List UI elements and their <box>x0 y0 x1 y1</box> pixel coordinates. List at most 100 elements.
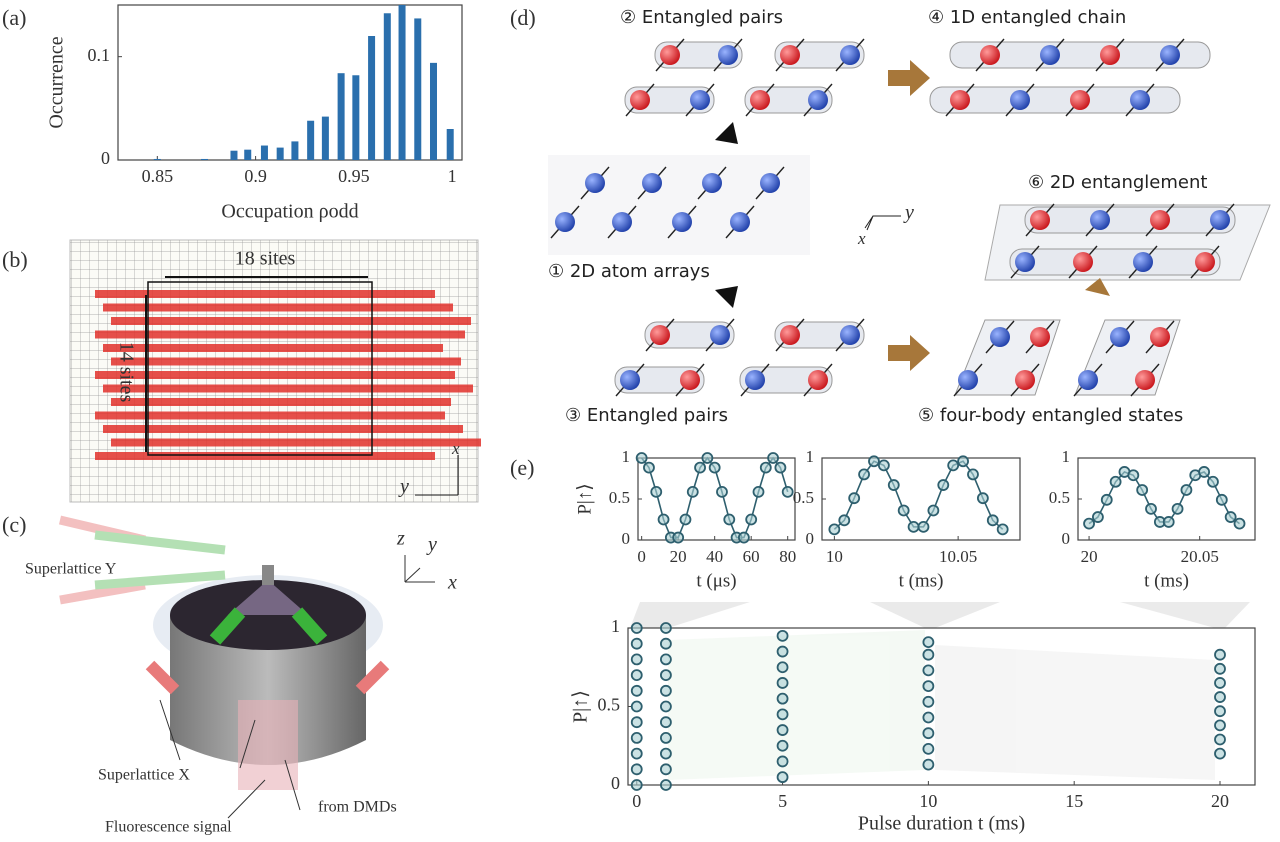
data-point <box>967 468 979 481</box>
width-label: 18 sites <box>235 248 296 270</box>
data-point <box>630 779 643 791</box>
blue-atom <box>745 370 765 390</box>
x-axis-label: t (μs) <box>696 570 736 591</box>
data-point <box>922 648 935 661</box>
red-atom <box>780 45 800 65</box>
y-tick-label: 1 <box>611 616 620 636</box>
panel-label: (a) <box>2 5 26 30</box>
data-point <box>868 455 880 468</box>
data-point <box>922 711 935 724</box>
bar <box>200 158 208 160</box>
data-point <box>776 629 789 642</box>
atom-stripe <box>111 438 481 447</box>
data-point <box>922 758 935 771</box>
y-axis-label: Occurrence <box>46 36 68 128</box>
blue-atom <box>730 212 750 232</box>
data-point <box>1162 516 1175 528</box>
bar <box>414 18 422 160</box>
data-point <box>776 692 789 705</box>
blue-atom <box>990 327 1010 347</box>
data-point <box>774 461 787 474</box>
data-point <box>1136 484 1149 496</box>
blue-atom <box>585 173 605 193</box>
data-point <box>630 622 643 634</box>
x-tick-label: 0.9 <box>244 166 267 186</box>
x-tick-label: 0.85 <box>142 166 174 186</box>
arrow <box>1085 278 1110 296</box>
bar <box>230 150 238 160</box>
x-tick-label: 20.05 <box>1181 547 1219 566</box>
red-atom <box>1070 90 1090 110</box>
axis-label: x <box>451 439 460 458</box>
data-point <box>1100 493 1113 506</box>
x-tick-label: 0 <box>637 547 646 566</box>
data-point <box>922 680 935 692</box>
data-point <box>630 684 643 697</box>
blue-atom <box>1160 45 1180 65</box>
atom-stripe <box>95 371 455 379</box>
bar <box>291 141 299 160</box>
axis-label: z <box>396 528 405 550</box>
red-atom <box>660 45 680 65</box>
blue-atom <box>1130 90 1150 110</box>
data-point <box>1215 493 1228 506</box>
data-point <box>947 459 960 472</box>
data-point <box>927 504 940 517</box>
y-tick-label: 0.5 <box>609 488 630 507</box>
red-atom <box>808 370 828 390</box>
atom-stripe <box>111 317 471 325</box>
data-point <box>1109 475 1122 488</box>
blue-atom <box>808 90 828 110</box>
x-tick-label: 20 <box>670 547 687 566</box>
data-point <box>759 461 772 474</box>
blue-atom <box>612 212 632 232</box>
blue-atom <box>840 325 860 345</box>
blue-atom <box>642 173 662 193</box>
blue-atom <box>1110 327 1130 347</box>
data-point <box>1198 466 1211 478</box>
blue-atom <box>555 212 575 232</box>
blue-atom <box>718 45 738 65</box>
data-point <box>694 461 706 474</box>
red-atom <box>650 325 670 345</box>
data-point <box>976 492 989 505</box>
x-tick-label: 20 <box>1211 791 1229 811</box>
blue-atom <box>1090 210 1110 230</box>
data-point <box>660 700 672 713</box>
x-axis-label: t (ms) <box>899 570 944 591</box>
y-tick-label: 0 <box>622 529 631 548</box>
data-point <box>630 747 643 760</box>
panel-label: (e) <box>510 455 534 480</box>
x-tick-label: 10.05 <box>939 547 977 566</box>
blue-atom <box>1040 45 1060 65</box>
data-point <box>996 523 1009 536</box>
y-tick-label: 0 <box>611 773 620 793</box>
red-atom <box>1135 370 1155 390</box>
x-axis-label: t (ms) <box>1144 570 1189 591</box>
data-point <box>630 653 643 666</box>
entangle-bond <box>1009 248 1221 276</box>
bar <box>352 75 360 160</box>
red-atom <box>1030 210 1050 230</box>
data-point <box>660 653 672 666</box>
data-point <box>986 514 999 527</box>
data-point <box>922 742 935 755</box>
data-point <box>937 479 950 491</box>
data-point <box>630 716 643 729</box>
data-point <box>630 637 643 650</box>
apparatus-label: Superlattice X <box>98 767 190 784</box>
data-point <box>716 485 728 498</box>
red-atom <box>1150 210 1170 230</box>
data-point <box>737 531 750 544</box>
step-label: ② Entangled pairs <box>620 7 783 28</box>
data-point <box>1214 747 1226 760</box>
bar <box>383 13 391 161</box>
y-tick-label: 1 <box>806 447 815 466</box>
x-tick-label: 80 <box>779 547 796 566</box>
bar <box>368 36 376 160</box>
red-atom <box>750 90 770 110</box>
data-point <box>660 637 672 650</box>
atom-stripe <box>111 398 451 406</box>
height-label: 14 sites <box>115 342 137 403</box>
data-point <box>708 461 721 474</box>
